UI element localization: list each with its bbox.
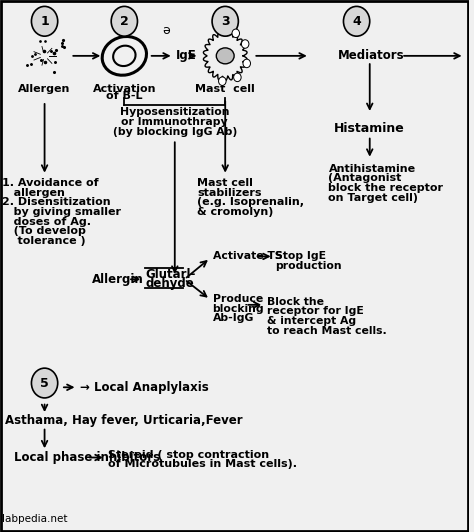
Text: Asthama, Hay fever, Urticaria,Fever: Asthama, Hay fever, Urticaria,Fever xyxy=(5,414,242,427)
Text: ə: ə xyxy=(163,24,171,37)
Text: Allergin: Allergin xyxy=(91,273,143,286)
Text: (by blocking IgG Ab): (by blocking IgG Ab) xyxy=(113,127,237,137)
Text: Block the: Block the xyxy=(266,297,324,307)
Text: allergen: allergen xyxy=(2,188,65,198)
Text: Glutarl-: Glutarl- xyxy=(146,268,196,280)
Text: of Microtubules in Mast cells).: of Microtubules in Mast cells). xyxy=(108,459,297,469)
Circle shape xyxy=(111,6,137,36)
Circle shape xyxy=(219,77,226,86)
Text: stabilizers: stabilizers xyxy=(197,188,262,198)
Text: doses of Ag.: doses of Ag. xyxy=(2,217,91,227)
Text: IgE: IgE xyxy=(176,49,197,62)
Text: 5: 5 xyxy=(40,377,49,389)
Text: Histamine: Histamine xyxy=(334,122,405,135)
Text: 2. Disensitization: 2. Disensitization xyxy=(2,197,111,207)
Text: receptor for IgE: receptor for IgE xyxy=(266,306,363,317)
Text: Ab-IgG: Ab-IgG xyxy=(212,313,254,323)
Text: & intercept Ag: & intercept Ag xyxy=(266,316,356,326)
Circle shape xyxy=(31,6,58,36)
Text: (Antagonist: (Antagonist xyxy=(328,173,402,184)
Text: Allergen: Allergen xyxy=(18,84,71,94)
Text: labpedia.net: labpedia.net xyxy=(2,514,68,524)
Circle shape xyxy=(232,29,239,38)
Circle shape xyxy=(241,40,249,48)
Text: or Immunothrapy: or Immunothrapy xyxy=(121,117,228,127)
Text: production: production xyxy=(275,261,342,271)
Circle shape xyxy=(234,73,241,81)
Text: Hyposensitization: Hyposensitization xyxy=(120,107,229,118)
Text: Local phase inhibitors: Local phase inhibitors xyxy=(14,451,160,464)
Text: Mast  cell: Mast cell xyxy=(195,84,255,94)
Circle shape xyxy=(212,6,238,36)
Text: & cromolyn): & cromolyn) xyxy=(197,207,273,217)
Text: 3: 3 xyxy=(221,15,229,28)
Text: dehyde: dehyde xyxy=(146,277,194,290)
Text: (To develop: (To develop xyxy=(2,226,86,236)
Text: to reach Mast cells.: to reach Mast cells. xyxy=(266,326,386,336)
Text: Mast cell: Mast cell xyxy=(197,178,253,188)
Text: Antihistamine: Antihistamine xyxy=(328,164,416,174)
Text: on Target cell): on Target cell) xyxy=(328,193,419,203)
Circle shape xyxy=(31,368,58,398)
Text: Mediators: Mediators xyxy=(338,49,404,62)
Text: 4: 4 xyxy=(352,15,361,28)
Text: Activate TS: Activate TS xyxy=(212,252,282,261)
Text: Produce: Produce xyxy=(212,294,263,304)
Text: blocking: blocking xyxy=(212,304,264,314)
Text: Stop IgE: Stop IgE xyxy=(275,251,327,261)
Text: of B-L: of B-L xyxy=(106,91,143,101)
Circle shape xyxy=(243,59,250,68)
Text: → Local Anaplylaxis: → Local Anaplylaxis xyxy=(80,381,209,394)
Text: (e.g. Isoprenalin,: (e.g. Isoprenalin, xyxy=(197,197,304,207)
Text: 1: 1 xyxy=(40,15,49,28)
Circle shape xyxy=(344,6,370,36)
Text: Activation: Activation xyxy=(92,84,156,94)
Text: block the receptor: block the receptor xyxy=(328,183,444,193)
Text: 1. Avoidance of: 1. Avoidance of xyxy=(2,178,99,188)
Text: tolerance ): tolerance ) xyxy=(2,236,86,246)
Text: 2: 2 xyxy=(120,15,129,28)
Text: by giving smaller: by giving smaller xyxy=(2,207,121,217)
Ellipse shape xyxy=(216,48,234,64)
Text: Steroid ( stop contraction: Steroid ( stop contraction xyxy=(108,450,269,460)
